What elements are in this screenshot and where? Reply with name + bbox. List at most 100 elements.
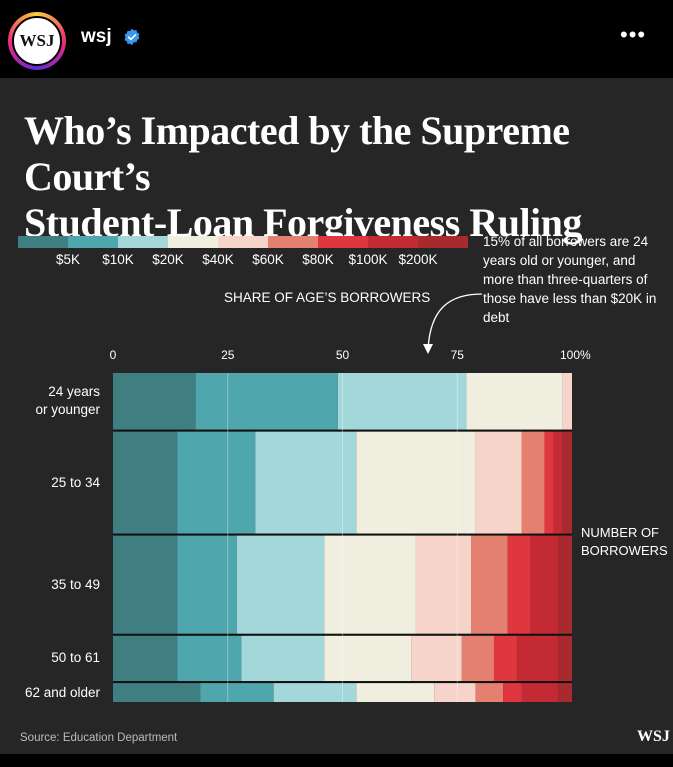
source-note: Source: Education Department [20, 732, 178, 744]
bar-segment [530, 535, 559, 634]
legend-swatch [68, 236, 118, 248]
row-label: 62 and older [0, 684, 100, 702]
bar-segment [562, 431, 572, 534]
row-label: 25 to 34 [0, 474, 100, 492]
y-axis-label-line: NUMBER OF [581, 525, 659, 540]
post-header: WSJ wsj ••• [0, 0, 673, 78]
row-label-line: 24 years [48, 384, 100, 400]
bar-segment [113, 373, 196, 430]
bar-segment [475, 683, 504, 702]
wsj-logo: WSJ [637, 728, 670, 745]
legend-swatch [268, 236, 318, 248]
x-tick-label: 25 [221, 348, 235, 362]
legend-tick-label: $100K [348, 252, 388, 267]
row-label-line: 62 and older [24, 684, 100, 700]
legend-swatch [18, 236, 68, 248]
bar-segment [493, 635, 517, 682]
row-separator [113, 533, 572, 536]
chart-title-line: Who’s Impacted by the Supreme Court’s [24, 108, 570, 199]
chart-annotation: 15% of all borrowers are 24 years old or… [483, 234, 657, 325]
bar-segment [434, 683, 476, 702]
bar-segment [200, 683, 274, 702]
bar-segment [337, 373, 467, 430]
bottom-bar [0, 754, 673, 767]
bar-segment [521, 431, 545, 534]
x-tick-label: 100% [560, 348, 591, 362]
bar-segment [177, 535, 237, 634]
username[interactable]: wsj [81, 26, 112, 47]
row-label: 35 to 49 [0, 576, 100, 594]
bar-segment [503, 683, 522, 702]
legend-tick-label: $5K [55, 252, 81, 267]
legend-swatch [218, 236, 268, 248]
color-legend [18, 236, 468, 248]
bar-segment [113, 535, 178, 634]
row-separator [113, 633, 572, 636]
bar-segment [466, 373, 563, 430]
bar-segment [461, 635, 494, 682]
more-options-button[interactable]: ••• [620, 22, 647, 47]
row-label-line: 35 to 49 [51, 576, 100, 592]
legend-tick-label: $60K [252, 252, 284, 267]
legend-swatch [318, 236, 368, 248]
stacked-bar-chart: 0 25 50 75 100% 24 years or younger 25 to 34 35… [0, 338, 673, 708]
legend-swatch [368, 236, 418, 248]
row-label: 50 to 61 [0, 649, 100, 667]
x-axis-label: SHARE OF AGE’S BORROWERS [224, 290, 431, 305]
bar-segment [177, 635, 242, 682]
bar-segment [273, 683, 357, 702]
bar-segment [113, 683, 201, 702]
bar-segment [241, 635, 325, 682]
bar-segment [553, 431, 563, 534]
bar-segment [544, 431, 554, 534]
row-label-line: 25 to 34 [51, 474, 100, 490]
bar-segment [236, 535, 325, 634]
bar-segment [558, 683, 572, 702]
bar-segment [113, 635, 178, 682]
bar-segment [562, 373, 572, 430]
legend-labels: $5K $10K $20K $40K $60K $80K $100K $200K [18, 252, 468, 268]
annotation-arrow-icon [423, 293, 483, 354]
bar-segment [558, 635, 572, 682]
legend-tick-label: $80K [302, 252, 334, 267]
bar-segment [507, 535, 531, 634]
row-label-line: 50 to 61 [51, 650, 100, 666]
post-image: Who’s Impacted by the Supreme Court’s St… [0, 78, 673, 754]
row-label-line: or younger [35, 402, 100, 418]
row-label: 24 years or younger [0, 383, 100, 419]
legend-swatch [168, 236, 218, 248]
y-axis-label-line: BORROWERS [581, 543, 668, 558]
avatar-ring[interactable]: WSJ [8, 12, 66, 70]
legend-tick-label: $20K [152, 252, 184, 267]
chart-title: Who’s Impacted by the Supreme Court’s St… [24, 108, 664, 246]
bar-segment [411, 635, 462, 682]
bar-segment [516, 635, 559, 682]
bar-segment [356, 431, 476, 534]
row-separator [113, 681, 572, 684]
bar-segment [255, 431, 357, 534]
verified-badge-icon [124, 28, 140, 46]
legend-tick-label: $40K [202, 252, 234, 267]
legend-tick-label: $10K [102, 252, 134, 267]
bar-segment [324, 535, 416, 634]
bar-segment [177, 431, 256, 534]
bar-segment [471, 535, 508, 634]
x-tick-label: 50 [335, 348, 350, 362]
bar-segment [415, 535, 472, 634]
bar-segment [558, 535, 572, 634]
y-axis-label: NUMBER OF BORROWERS [581, 524, 668, 560]
legend-tick-label: $200K [398, 252, 438, 267]
x-tick-label: 0 [109, 348, 117, 362]
bar-segment [324, 635, 412, 682]
bar-segment [195, 373, 338, 430]
bar-segment [113, 431, 178, 534]
legend-swatch [418, 236, 468, 248]
bar-segment [475, 431, 522, 534]
chart-bars [113, 373, 572, 702]
bar-segment [356, 683, 435, 702]
bar-segment [521, 683, 559, 702]
avatar[interactable]: WSJ [12, 16, 62, 66]
row-separator [113, 429, 572, 432]
legend-swatch [118, 236, 168, 248]
x-tick-label: 75 [450, 348, 464, 362]
